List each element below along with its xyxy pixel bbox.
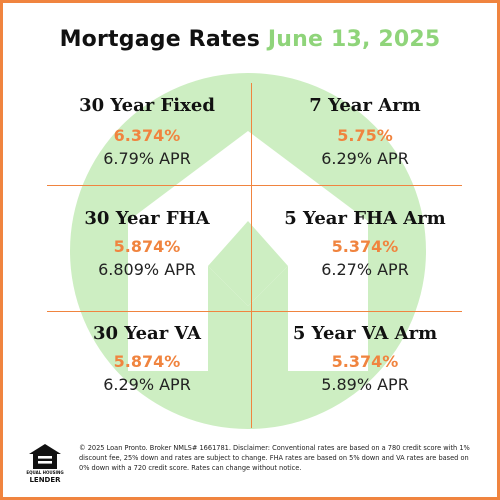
loan-name: 30 Year Fixed: [79, 95, 215, 116]
loan-rate: 5.75%: [337, 126, 393, 145]
loan-rate: 6.374%: [113, 126, 181, 145]
logo-line2: LENDER: [29, 476, 61, 484]
loan-rate: 5.374%: [331, 352, 399, 371]
loan-name: 30 Year FHA: [84, 208, 210, 229]
grid-divider-vertical: [251, 83, 252, 428]
rate-cell-7-year-arm: 7 Year Arm 5.75% 6.29% APR: [265, 95, 465, 168]
loan-name: 5 Year FHA Arm: [284, 208, 446, 229]
loan-name: 5 Year VA Arm: [292, 323, 438, 344]
loan-rate: 5.874%: [113, 352, 181, 371]
house-outline-icon: [29, 444, 61, 469]
disclaimer-text: © 2025 Loan Pronto. Broker NMLS# 1661781…: [79, 444, 470, 473]
page-title: Mortgage Rates June 13, 2025: [3, 27, 497, 52]
loan-name: 30 Year VA: [93, 323, 201, 344]
logo-line1: EQUAL HOUSING: [26, 470, 64, 475]
rate-cell-5-year-va-arm: 5 Year VA Arm 5.374% 5.89% APR: [265, 323, 465, 394]
equal-housing-lender-icon: EQUAL HOUSING LENDER: [25, 443, 65, 487]
loan-rate: 5.874%: [113, 237, 181, 256]
loan-apr: 6.79% APR: [103, 149, 191, 168]
rate-cell-30-year-fixed: 30 Year Fixed 6.374% 6.79% APR: [47, 95, 247, 168]
footer: EQUAL HOUSING LENDER © 2025 Loan Pronto.…: [25, 443, 480, 493]
loan-apr: 6.809% APR: [98, 260, 196, 279]
title-main: Mortgage Rates: [59, 27, 260, 52]
loan-name: 7 Year Arm: [309, 95, 421, 116]
rate-cell-30-year-va: 30 Year VA 5.874% 6.29% APR: [47, 323, 247, 394]
loan-rate: 5.374%: [331, 237, 399, 256]
loan-apr: 6.27% APR: [321, 260, 409, 279]
rate-cell-30-year-fha: 30 Year FHA 5.874% 6.809% APR: [47, 208, 247, 279]
grid-divider-horizontal-2: [47, 311, 462, 312]
grid-divider-horizontal-1: [47, 185, 462, 186]
loan-apr: 6.29% APR: [321, 149, 409, 168]
loan-apr: 5.89% APR: [321, 375, 409, 394]
loan-apr: 6.29% APR: [103, 375, 191, 394]
rate-cell-5-year-fha-arm: 5 Year FHA Arm 5.374% 6.27% APR: [265, 208, 465, 279]
title-date: June 13, 2025: [267, 27, 441, 52]
